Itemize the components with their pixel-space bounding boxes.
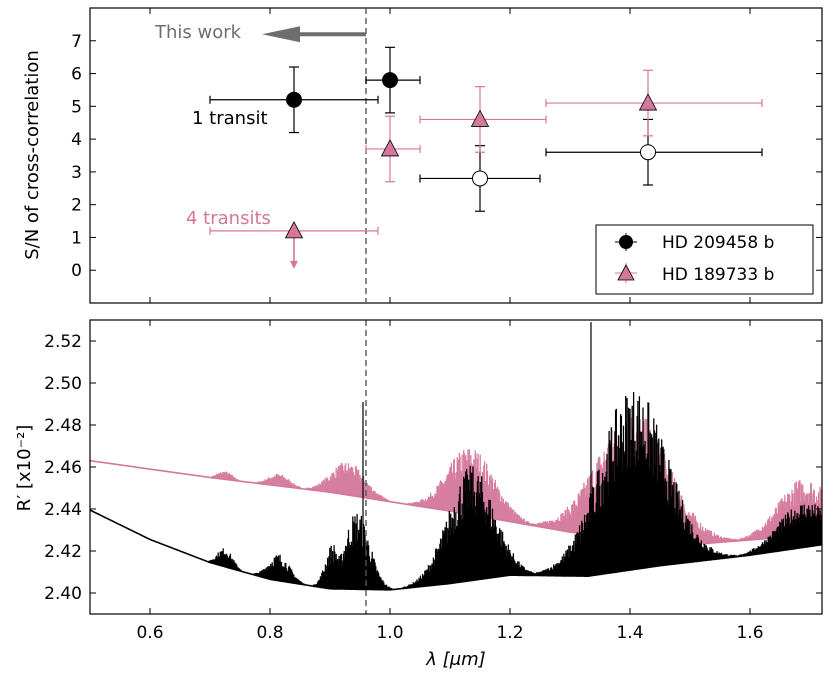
top-y-tick-label-0: 0 (71, 261, 82, 281)
this-work-arrow (262, 26, 366, 43)
this-work-label: This work (154, 22, 242, 43)
marker-triangle (284, 221, 304, 239)
bottom-y-ticks: 2.40 2.42 2.44 2.46 2.48 2.50 2.52 (44, 332, 822, 604)
top-y-tick-label-2: 2 (71, 196, 82, 216)
spectrum-hd189733b-features (211, 417, 822, 545)
marker-open-circle (640, 144, 656, 161)
one-transit-label: 1 transit (192, 108, 268, 129)
legend-marker-triangle (617, 264, 635, 281)
legend-entry-hd209458b: HD 209458 b (615, 233, 774, 253)
bottom-y-axis-label: R′ [x10⁻²] (14, 425, 35, 512)
bottom-x-tick-label-4: 1.4 (616, 623, 643, 643)
bottom-x-tick-label-3: 1.2 (496, 623, 523, 643)
point-hd209458b-3 (545, 118, 763, 186)
bottom-y-tick-label-6: 2.52 (44, 332, 82, 352)
upper-limit-arrowhead (290, 260, 298, 269)
top-plot-frame (89, 7, 823, 304)
spectrum-hd209458b-features (208, 392, 822, 590)
bottom-x-tick-label-2: 1.0 (376, 623, 403, 643)
top-y-tick-label-6: 6 (71, 65, 82, 85)
spectrum-hd209458b (90, 322, 822, 591)
top-y-tick-label-7: 7 (71, 32, 82, 52)
legend: HD 209458 b HD 189733 b (595, 224, 814, 295)
bottom-panel: 2.40 2.42 2.44 2.46 2.48 2.50 2.52 0.6 0.8 1.0 1.… (14, 319, 823, 670)
bottom-x-tick-label-1: 0.8 (256, 623, 283, 643)
point-hd189733b-2 (419, 86, 547, 153)
marker-filled-circle (382, 72, 398, 89)
bottom-y-tick-label-4: 2.48 (44, 416, 82, 436)
point-hd189733b-1 (365, 115, 421, 183)
top-y-axis-label: S/N of cross-correlation (22, 50, 43, 260)
top-y-ticks: 0 1 2 3 4 5 6 7 (71, 32, 822, 281)
bottom-x-ticks: 0.6 0.8 1.0 1.2 1.4 1.6 (136, 320, 764, 643)
bottom-x-tick-label-5: 1.6 (736, 623, 763, 643)
top-x-ticks (149, 8, 751, 303)
legend-entry-hd189733b: HD 189733 b (615, 263, 774, 285)
point-hd209458b-0 (209, 66, 379, 134)
top-y-tick-label-1: 1 (71, 228, 82, 248)
marker-filled-circle (286, 91, 302, 108)
legend-label-hd189733b: HD 189733 b (662, 265, 774, 285)
four-transits-label: 4 transits (186, 208, 271, 229)
top-y-tick-label-3: 3 (71, 163, 82, 183)
marker-triangle (638, 93, 658, 111)
marker-triangle (470, 109, 490, 127)
point-hd189733b-3 (545, 69, 763, 137)
legend-label-hd209458b: HD 209458 b (662, 233, 774, 253)
point-hd209458b-2 (419, 145, 541, 212)
legend-box (595, 224, 814, 295)
point-hd209458b-1 (365, 46, 421, 114)
top-series-group (209, 46, 763, 269)
legend-marker-circle (619, 235, 633, 249)
bottom-y-tick-label-1: 2.42 (44, 542, 82, 562)
top-y-tick-label-4: 4 (71, 130, 82, 150)
bottom-y-tick-label-3: 2.46 (44, 458, 82, 478)
spectrum-hd209458b-continuum (90, 509, 822, 591)
marker-open-circle (472, 170, 488, 187)
bottom-x-tick-label-0: 0.6 (136, 623, 163, 643)
x-axis-label: λ [μm] (425, 649, 485, 670)
bottom-y-tick-label-0: 2.40 (44, 584, 82, 604)
bottom-y-tick-label-2: 2.44 (44, 500, 82, 520)
marker-triangle (380, 139, 400, 157)
arrow-head (262, 26, 300, 43)
point-hd189733b-0 (209, 221, 379, 269)
bottom-spectra-group (90, 322, 822, 591)
top-y-tick-label-5: 5 (71, 97, 82, 117)
bottom-y-tick-label-5: 2.50 (44, 374, 82, 394)
